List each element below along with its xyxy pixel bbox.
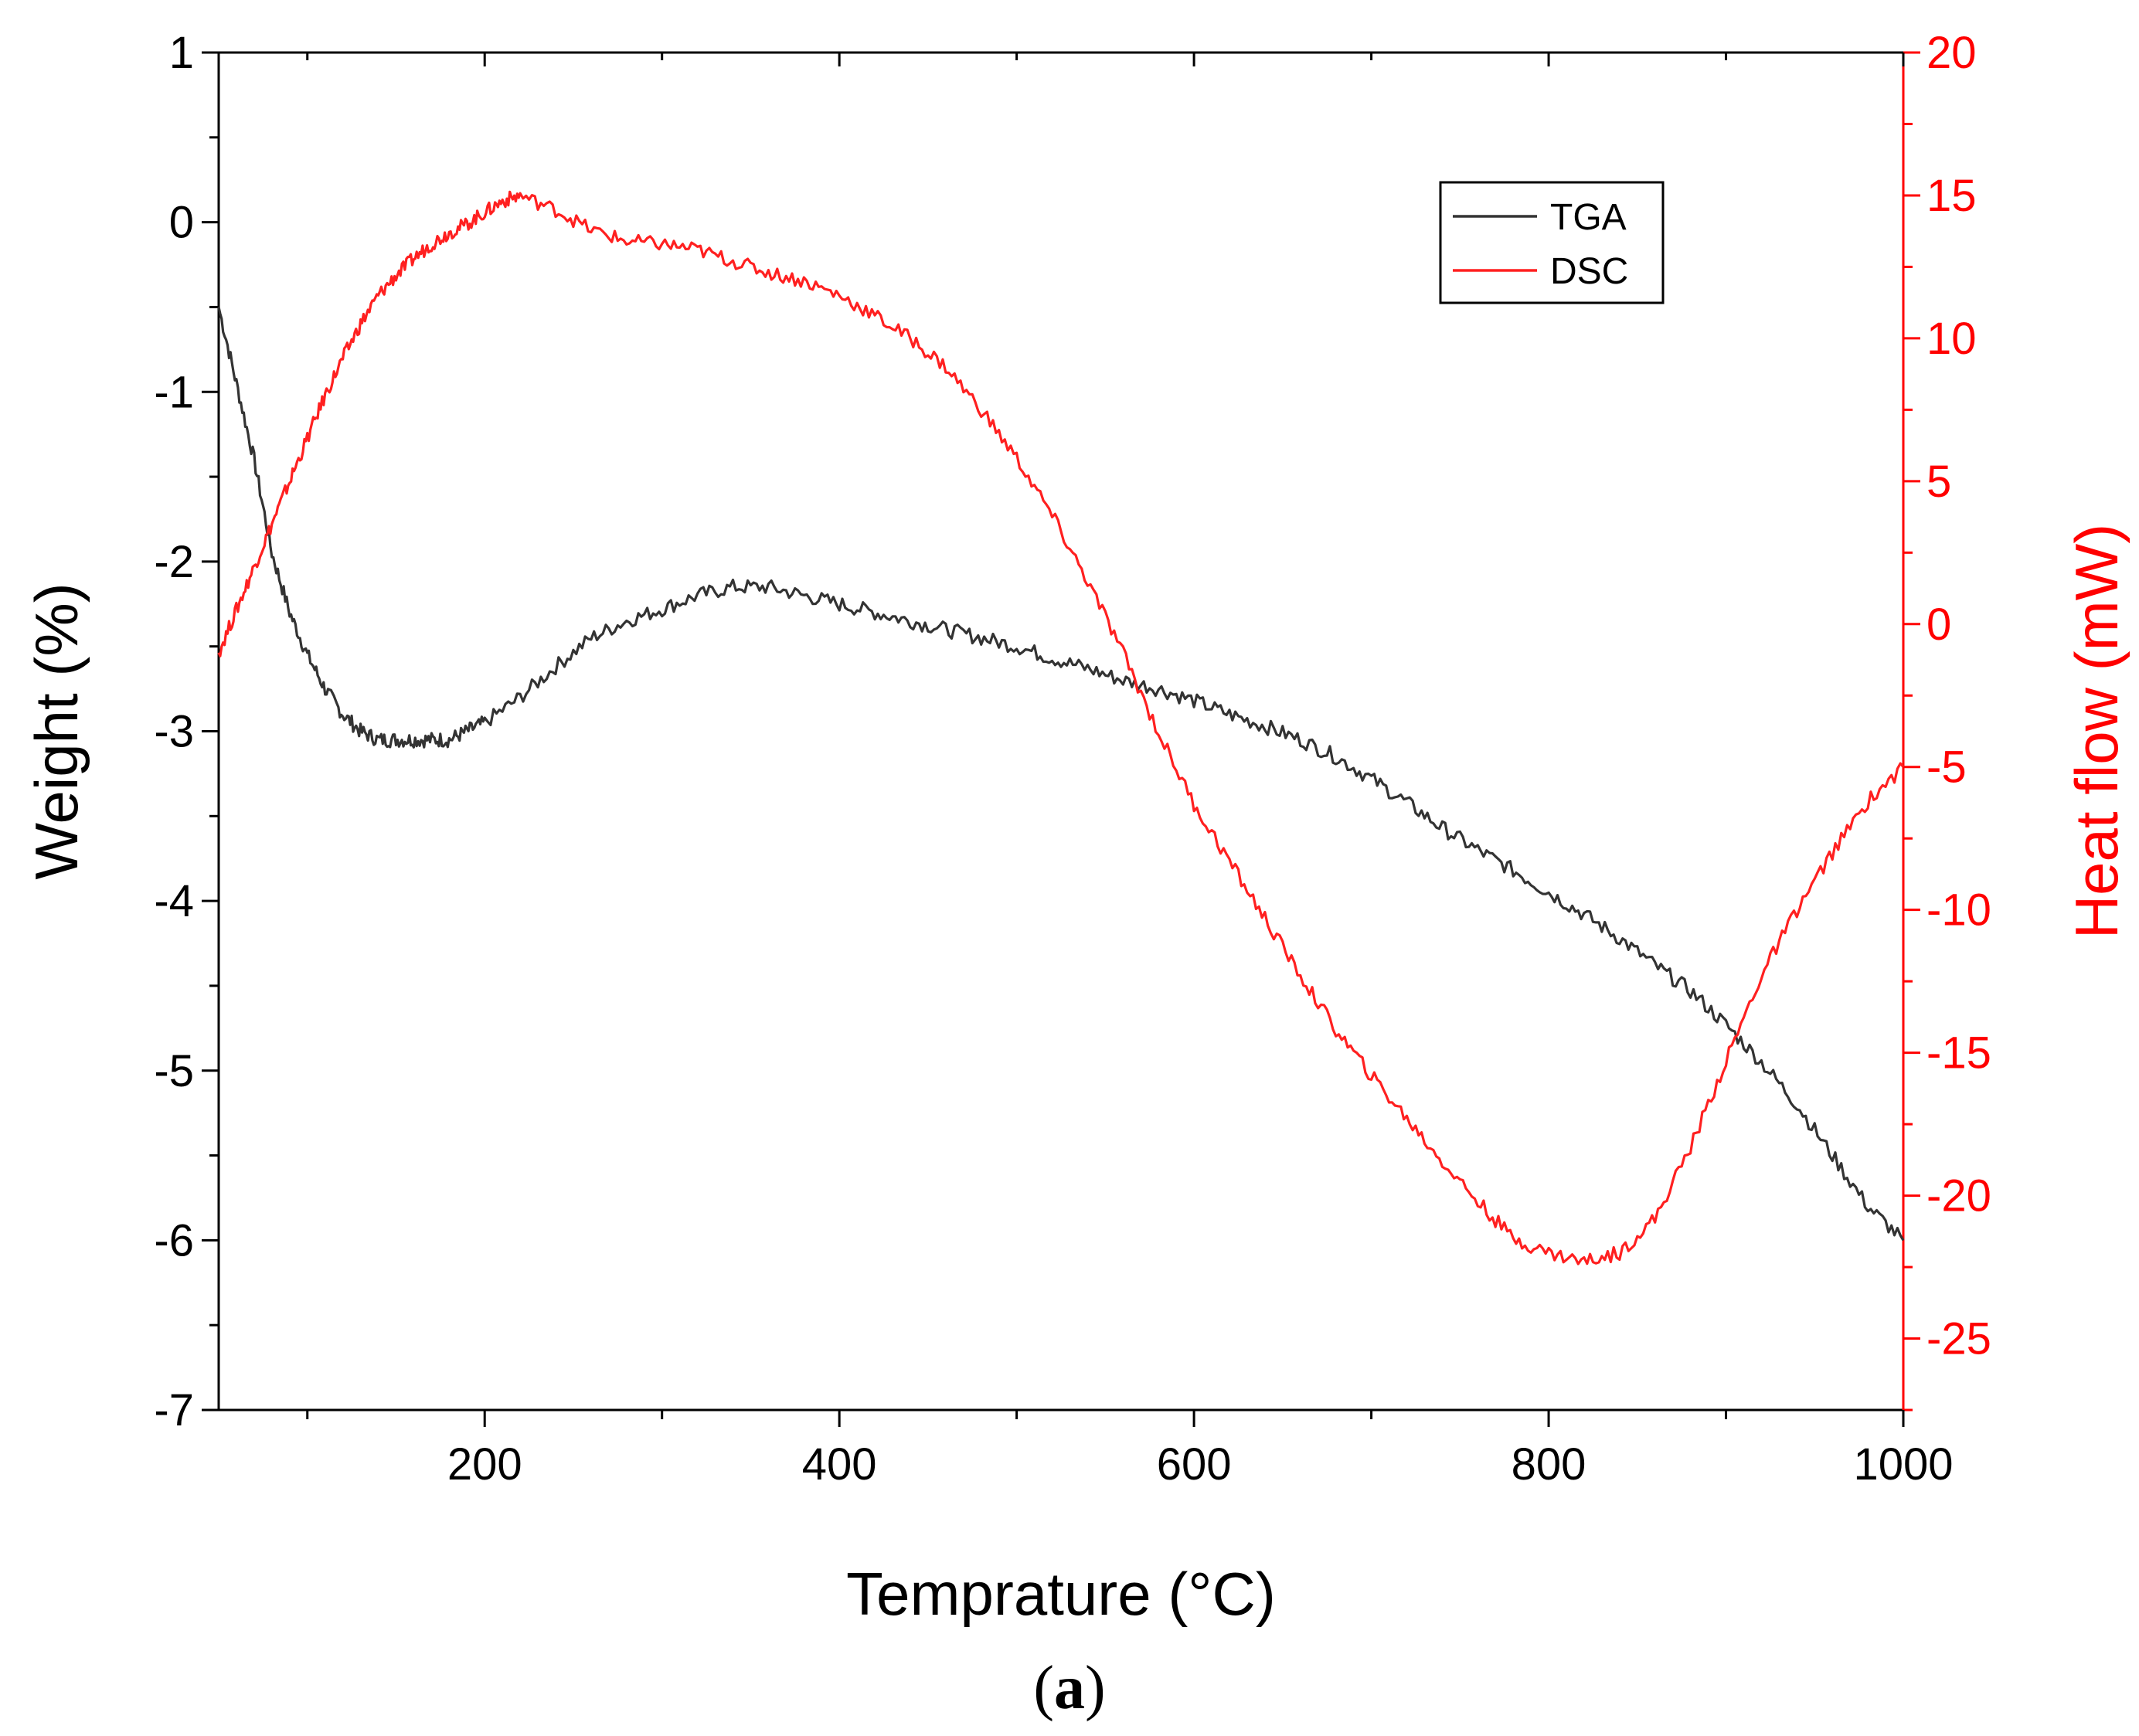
left-tick-label: -7 (154, 1385, 194, 1435)
x-tick-label: 600 (1157, 1439, 1232, 1490)
right-tick-label: 10 (1926, 314, 1977, 364)
left-tick-label: -4 (154, 876, 194, 926)
legend-box (1439, 181, 1665, 304)
series-line-dsc (217, 190, 1905, 1265)
caption-paren-close: ) (1085, 1654, 1106, 1722)
series-line-tga (217, 307, 1905, 1242)
left-tick-label: -6 (154, 1215, 194, 1265)
series-layer (217, 190, 1905, 1265)
right-tick-label: 15 (1926, 171, 1977, 221)
right-tick-label: 20 (1926, 28, 1977, 78)
legend-label-tga: TGA (1550, 197, 1627, 238)
caption-letter: a (1054, 1654, 1085, 1722)
left-tick-label: -5 (154, 1046, 194, 1096)
right-tick-label: -20 (1926, 1171, 1991, 1221)
right-tick-label: -10 (1926, 885, 1991, 936)
right-y-axis-label: Heat flow (mW) (2062, 524, 2130, 939)
left-tick-label: -3 (154, 707, 194, 757)
x-axis: 200 400 600 800 1000 (306, 53, 1954, 1490)
left-tick-label: 0 (169, 198, 194, 248)
legend-label-dsc: DSC (1550, 251, 1628, 292)
left-y-axis: 1 0 -1 -2 -3 -4 -5 -6 -7 (154, 28, 220, 1435)
legend: TGA DSC (1439, 181, 1665, 304)
x-tick-label: 200 (447, 1439, 522, 1490)
left-y-axis-label: Weight (%) (22, 583, 90, 879)
caption-paren-open: ( (1033, 1654, 1054, 1722)
right-tick-label: -25 (1926, 1314, 1991, 1364)
right-tick-label: 0 (1926, 600, 1951, 650)
x-axis-label: Temprature (°C) (846, 1560, 1276, 1628)
left-tick-label: -1 (154, 367, 194, 417)
left-tick-label: 1 (169, 28, 194, 78)
x-tick-label: 1000 (1853, 1439, 1953, 1490)
figure-caption: (a) (0, 1653, 2139, 1724)
x-tick-label: 400 (802, 1439, 877, 1490)
tga-dsc-chart: 10-1-2-3-4-5-6-7 20151050-5-10-15-20-25 … (22, 28, 2130, 1628)
right-tick-label: -15 (1926, 1028, 1991, 1079)
right-y-axis: 20 15 10 5 0 -5 -10 -15 -20 -25 (1902, 28, 1991, 1412)
x-tick-label: 800 (1512, 1439, 1586, 1490)
plot-frame (219, 51, 1903, 1412)
right-tick-label: 5 (1926, 457, 1951, 507)
left-tick-label: -2 (154, 537, 194, 587)
right-tick-label: -5 (1926, 742, 1967, 793)
